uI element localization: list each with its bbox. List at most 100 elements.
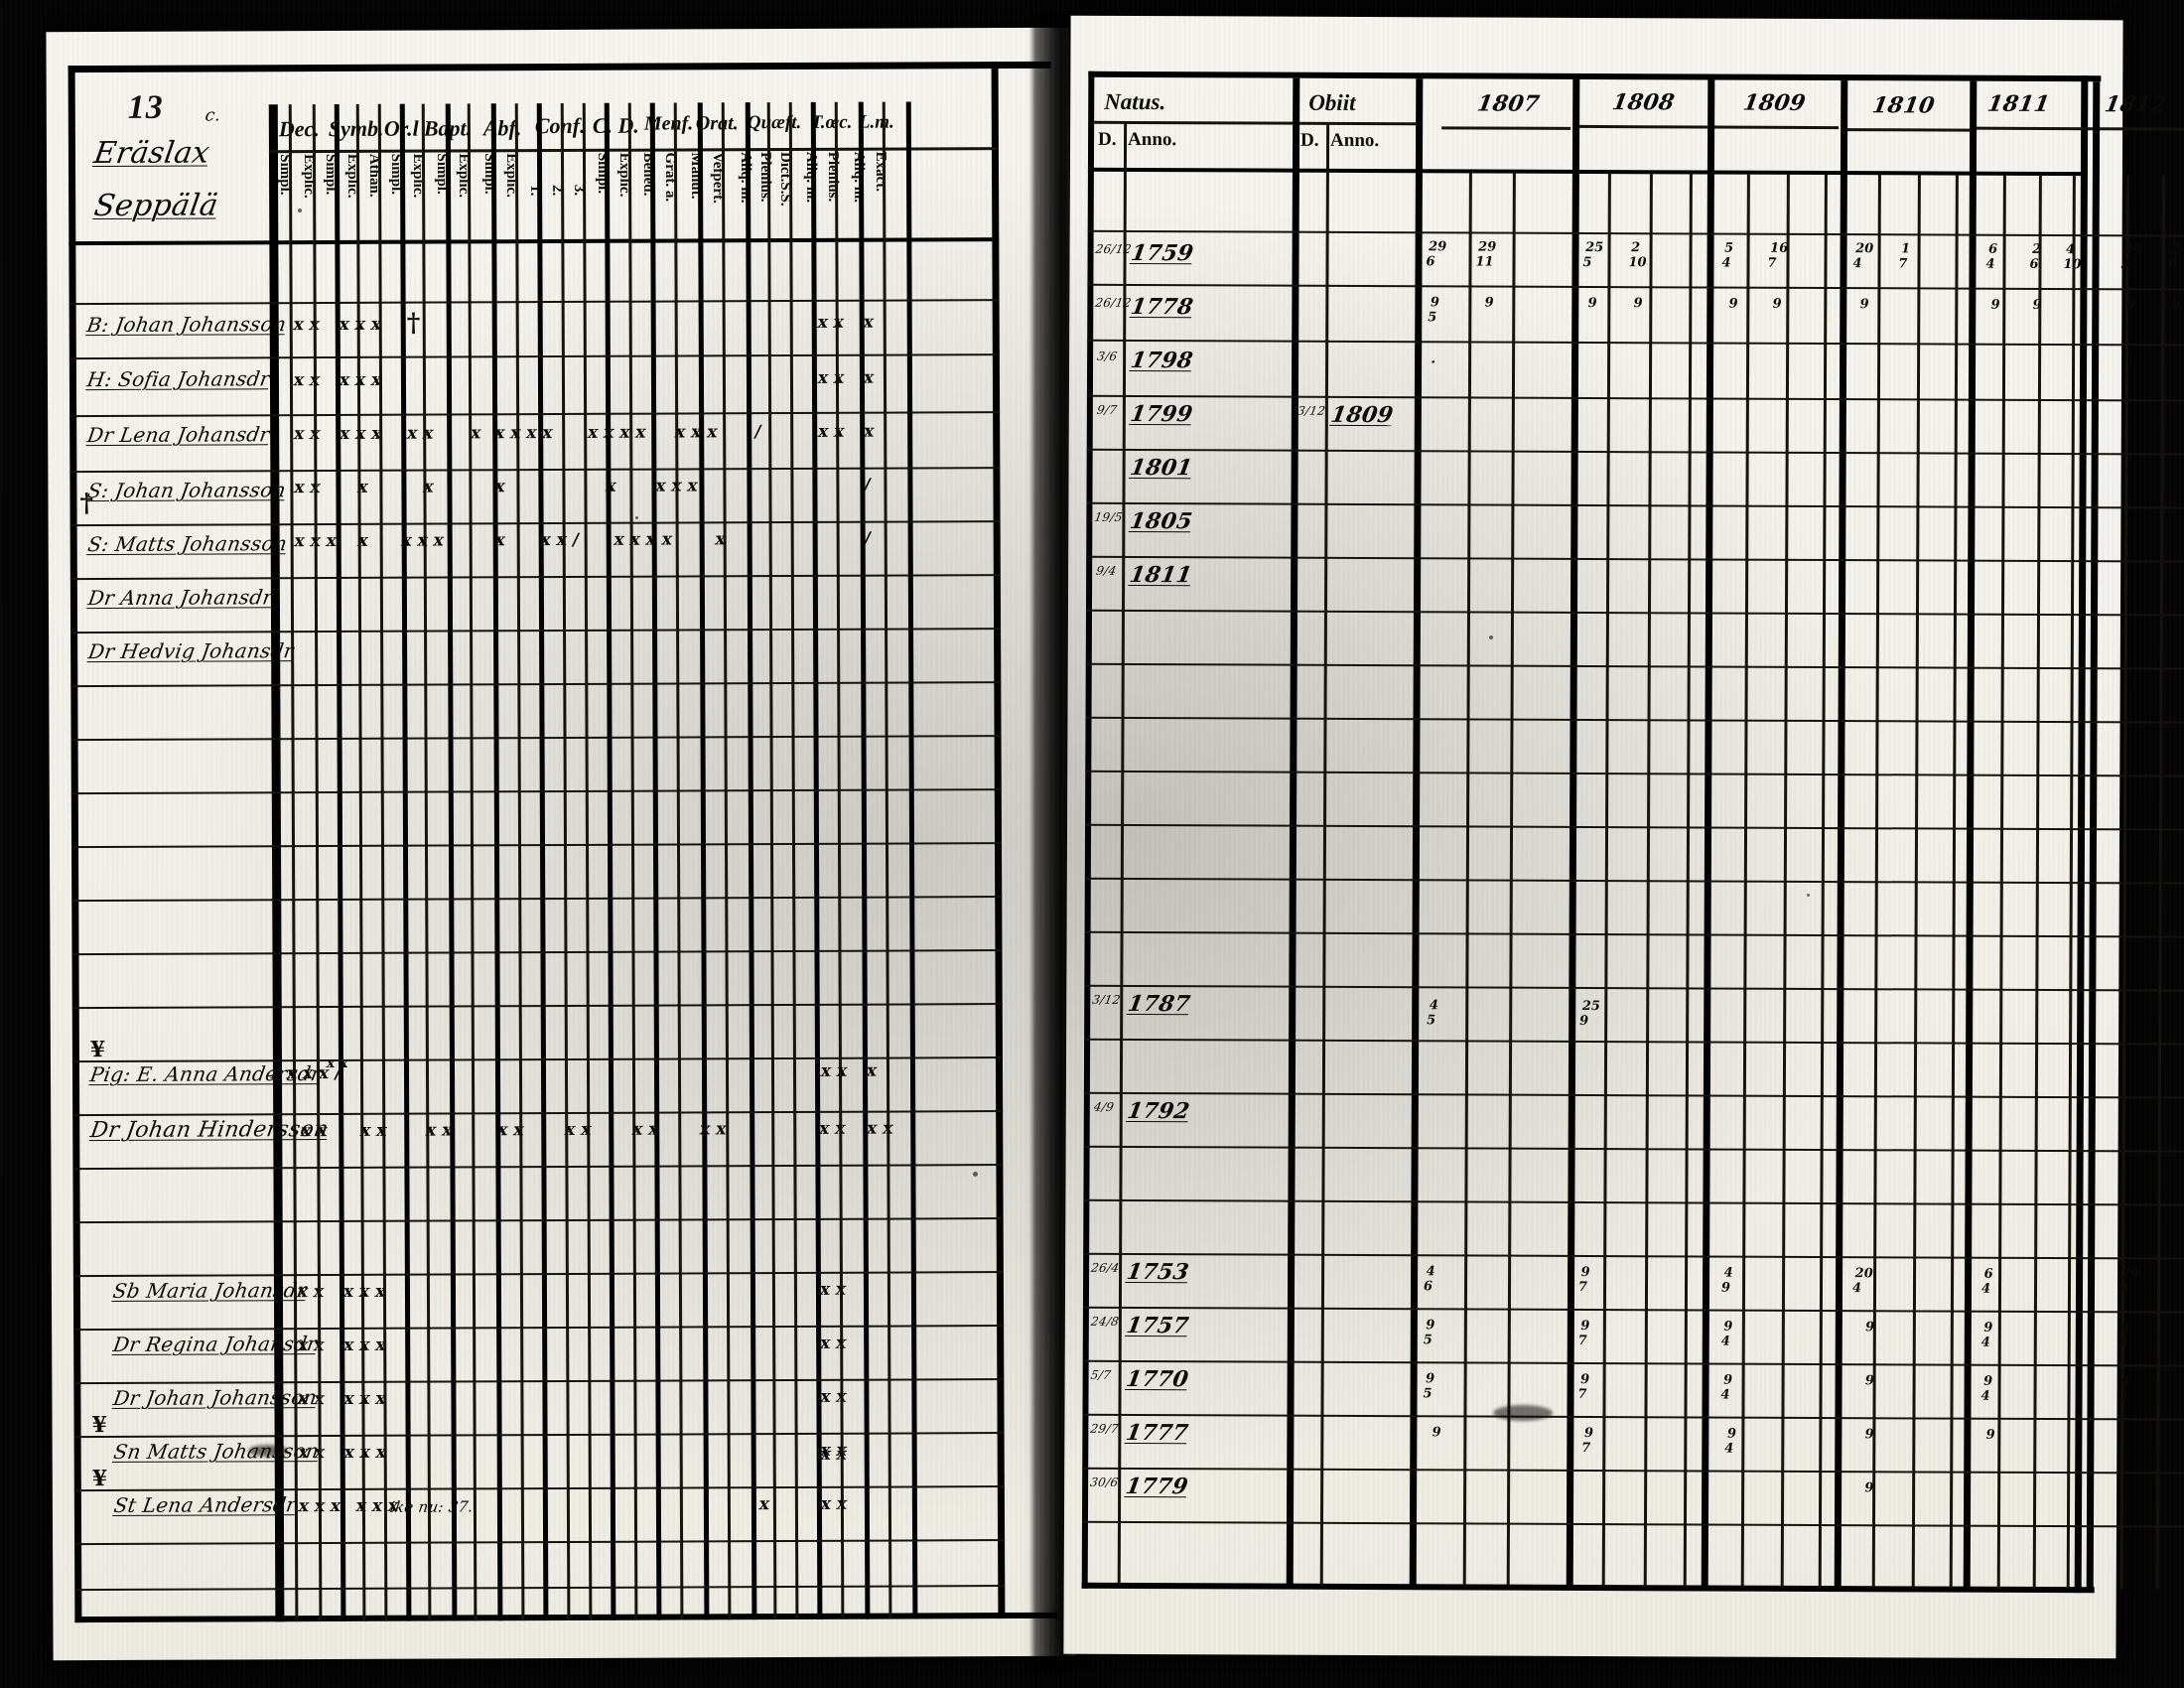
natus-year: 1787 — [1126, 990, 1192, 1018]
grid-vline — [697, 102, 710, 1620]
natus-year: 1753 — [1124, 1258, 1191, 1286]
grid-hline — [1081, 1520, 2184, 1529]
col-group-natus: Natus. — [1104, 88, 1166, 115]
grid-vline — [788, 101, 799, 1619]
grid-vline — [536, 103, 549, 1621]
table-bottom-rule — [1081, 1582, 2095, 1594]
col-group-toec: T.œc. — [810, 111, 853, 133]
grid-hline — [1083, 1091, 2184, 1100]
natus-year: 1798 — [1128, 347, 1195, 374]
scan-speck — [1489, 635, 1493, 639]
grid-hline — [1085, 716, 2184, 725]
grid-vline — [582, 102, 593, 1620]
grid-hline — [1085, 662, 2184, 671]
grid-vline — [673, 102, 684, 1620]
grid-vline — [2086, 81, 2101, 1590]
grid-hline — [1084, 877, 2184, 886]
entry-name: S: Johan Johansson — [85, 478, 288, 503]
subcap-natus-anno: Anno. — [1128, 128, 1177, 151]
grid-vline — [905, 101, 918, 1619]
grid-vline — [560, 102, 571, 1620]
margin-mark: † — [79, 489, 94, 519]
natus-day: 24/8 — [1089, 1314, 1121, 1329]
grid-hline — [1085, 770, 2184, 778]
header-bottom-rule — [1087, 167, 2088, 177]
natus-year: 1811 — [1128, 561, 1194, 589]
natus-day: 3/6 — [1096, 349, 1119, 363]
grid-hline — [1085, 823, 2184, 832]
grid-hline — [1086, 394, 2184, 403]
grid-hline — [1084, 930, 2184, 939]
natus-year: 1778 — [1129, 293, 1195, 321]
entry-name: H: Sofia Johansdr — [85, 366, 272, 392]
year-header: 1811 — [1985, 90, 2052, 117]
subcap-obiit-d: D. — [1300, 129, 1319, 151]
subcap-quaest-plenius: Plenius. — [756, 152, 774, 203]
scan-speck — [635, 516, 638, 519]
grid-vline — [514, 103, 525, 1621]
grid-vline — [490, 103, 503, 1621]
grid-vline — [604, 102, 616, 1620]
natus-day: 30/6 — [1089, 1475, 1120, 1489]
grid-vline — [649, 102, 662, 1620]
scan-speck — [298, 209, 302, 212]
natus-day: 29/7 — [1089, 1421, 1120, 1436]
natus-year: 1759 — [1129, 239, 1196, 267]
right-table: Natus. Obiit D. Anno. D. Anno. 1807 1808… — [1081, 64, 2184, 1617]
grid-vline — [721, 102, 732, 1620]
entry-name: Dr Johan Hindersson — [88, 1117, 331, 1144]
grid-vline — [627, 102, 638, 1620]
natus-day: 26/12 — [1094, 241, 1133, 256]
entry-name: Dr Lena Johansdr — [85, 422, 272, 448]
natus-day: 5/7 — [1089, 1367, 1113, 1382]
grid-hline — [1086, 555, 2184, 564]
grid-vline — [1701, 79, 1715, 1588]
year-rule — [1976, 126, 2096, 131]
grid-hline — [1087, 339, 2184, 348]
year-rule — [1713, 125, 1840, 130]
natus-year: 1801 — [1128, 454, 1195, 482]
grid-vline — [1286, 77, 1300, 1586]
grid-vline — [745, 102, 757, 1620]
natus-day: 4/9 — [1092, 1099, 1116, 1114]
natus-year: 1757 — [1124, 1312, 1191, 1339]
year-rule — [2099, 127, 2184, 131]
ink-smear — [1493, 1405, 1553, 1421]
left-page: 13 c. Eräslax Seppälä Dec. Symb. Or.l Ba… — [46, 27, 1076, 1661]
entry-name: St Lena Andersdr — [112, 1492, 299, 1517]
entry-note: ike nu: 37. — [388, 1497, 476, 1516]
grid-vline — [1117, 122, 1128, 1585]
table-top-rule — [1088, 70, 2102, 82]
grid-vline — [882, 101, 892, 1619]
col-group-cd: C. D. — [592, 112, 639, 138]
grid-vline — [1834, 80, 1848, 1589]
grid-hline — [1083, 1252, 2184, 1261]
natus-day: 26/12 — [1094, 295, 1133, 310]
year-header: 1807 — [1475, 90, 1542, 117]
entry-name: S: Matts Johansson — [85, 531, 290, 557]
grid-vline — [1409, 78, 1424, 1587]
grid-hline — [1082, 1413, 2184, 1422]
scan-speck — [973, 1172, 978, 1177]
natus-year: 1779 — [1124, 1473, 1190, 1500]
grid-hline — [1082, 1359, 2184, 1368]
left-table: Dec. Symb. Or.l Bapt. Abf. Conf. C. D. M… — [68, 56, 1058, 1628]
subcap-natus-d: D. — [1098, 128, 1117, 150]
ink-smear — [248, 1445, 288, 1457]
grid-vline — [1963, 80, 1978, 1589]
entry-name: Sb Maria Johansdr — [111, 1278, 309, 1303]
grid-hline — [1086, 448, 2184, 457]
table-top-rule — [68, 61, 1051, 73]
scan-speck — [1807, 894, 1810, 897]
year-rule — [1441, 126, 1571, 130]
year-header: 1812 — [2103, 91, 2169, 118]
margin-mark: ¥ — [91, 1465, 108, 1492]
subcap-lm-exact: Exact. — [872, 151, 889, 193]
grid-vline — [421, 103, 432, 1621]
grid-hline — [1084, 984, 2184, 993]
entry-name: B: Johan Johansson — [84, 312, 289, 338]
margin-mark: ¥ — [89, 1037, 106, 1063]
subcap-obiit-anno: Anno. — [1330, 129, 1380, 152]
col-group-obiit: Obiit — [1308, 89, 1356, 115]
